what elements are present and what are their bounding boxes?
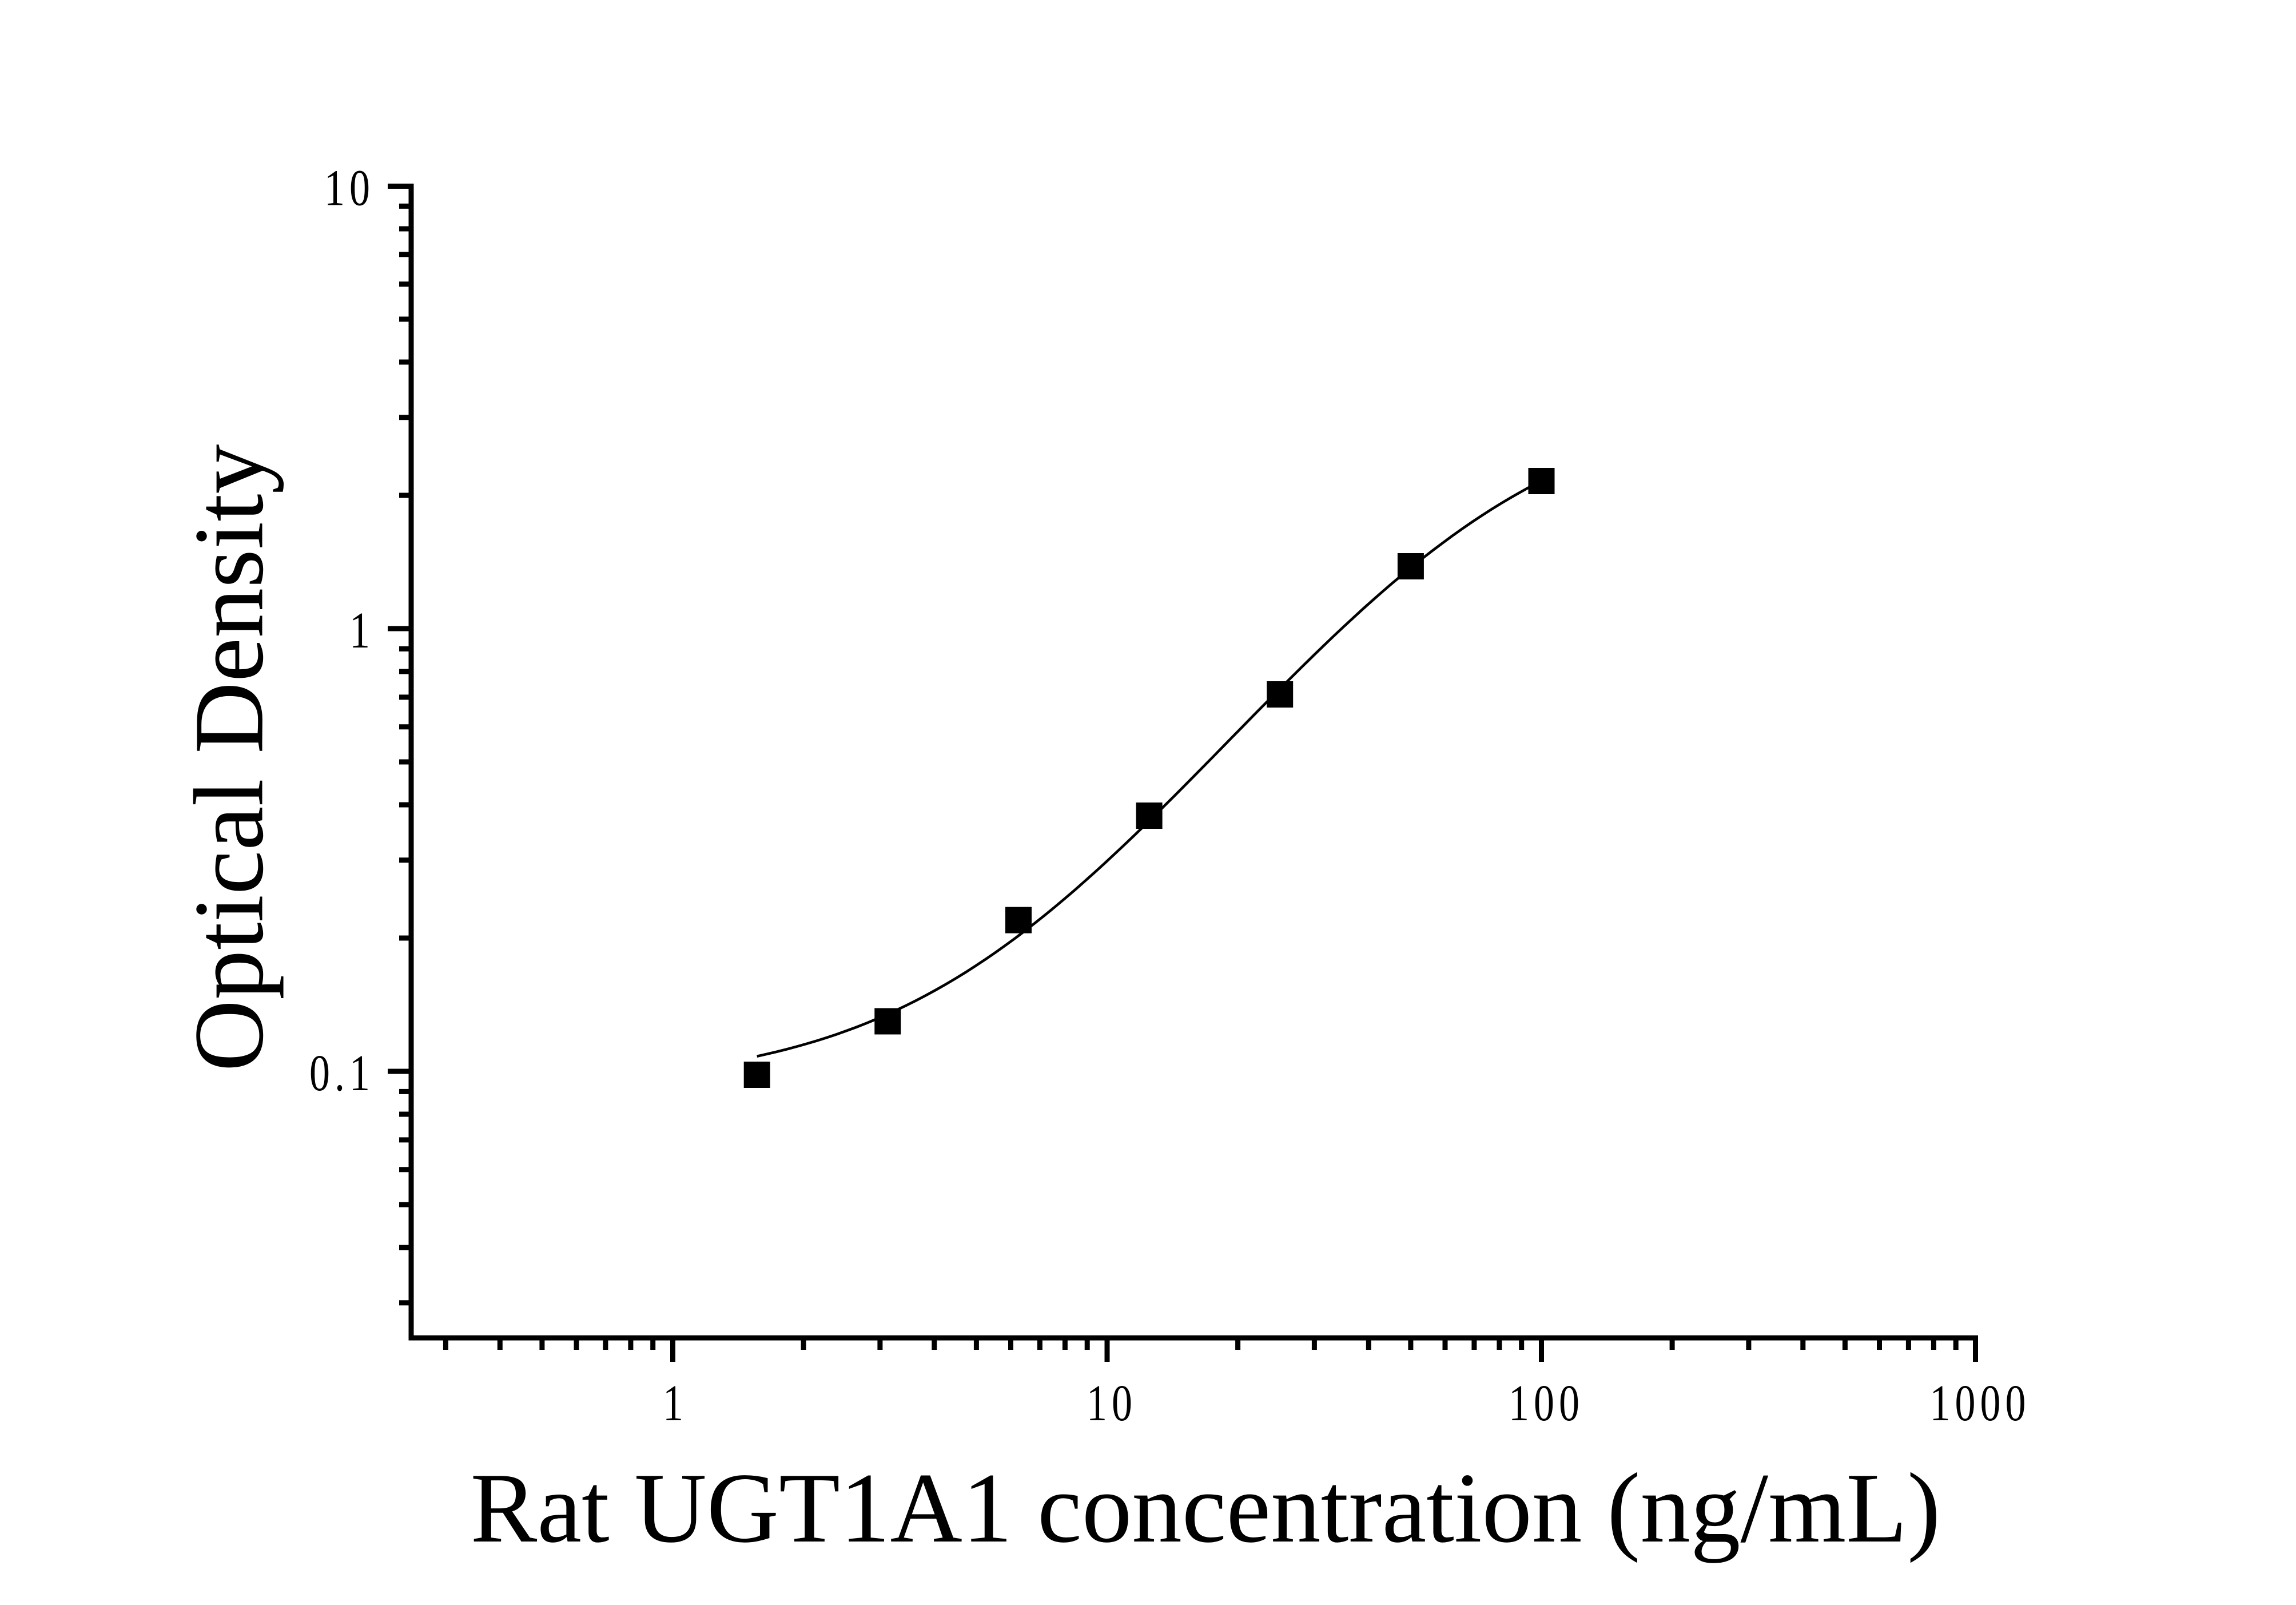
svg-text:0.1: 0.1 [309,1044,375,1101]
svg-text:Optical Density: Optical Density [174,444,284,1072]
svg-text:1000: 1000 [1930,1374,2031,1431]
svg-text:100: 100 [1509,1374,1584,1431]
svg-text:10: 10 [324,159,375,216]
svg-text:1: 1 [349,601,375,658]
svg-text:Rat UGT1A1 concentration (ng/m: Rat UGT1A1 concentration (ng/mL) [471,1452,1941,1563]
svg-text:1: 1 [663,1374,688,1431]
svg-text:10: 10 [1087,1374,1137,1431]
